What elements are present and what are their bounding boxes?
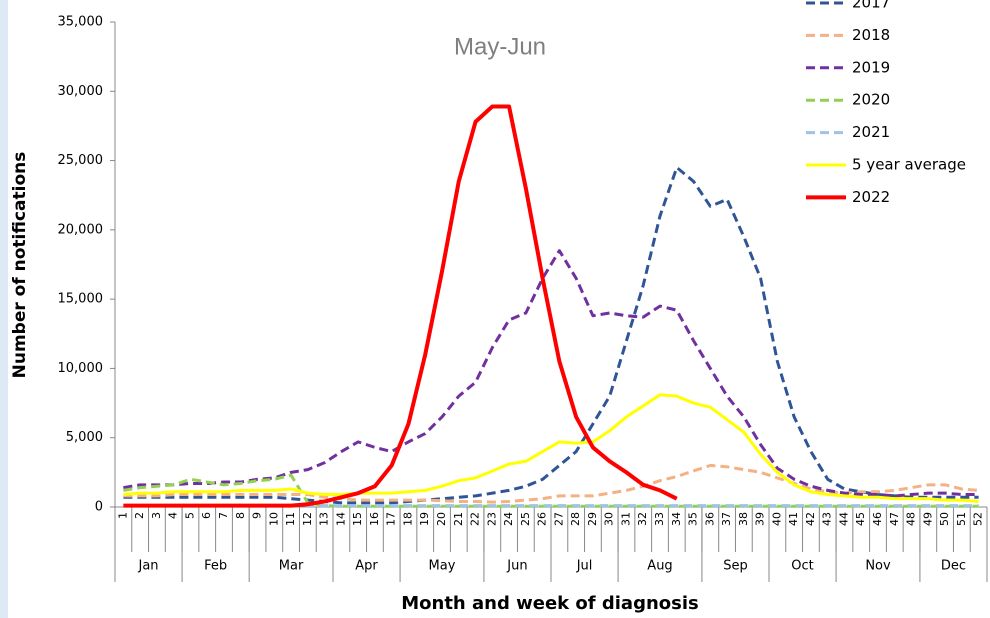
x-tick-label: 35 <box>687 512 700 526</box>
y-tick-label: 15,000 <box>58 292 104 307</box>
x-tick-label: 7 <box>217 512 230 519</box>
x-tick-label: 16 <box>368 512 381 526</box>
month-label: Jul <box>576 559 593 574</box>
x-tick-label: 15 <box>351 512 364 526</box>
x-tick-label: 42 <box>804 512 817 526</box>
x-tick-label: 34 <box>670 512 683 526</box>
x-tick-label: 13 <box>318 512 331 526</box>
x-tick-label: 48 <box>905 512 918 526</box>
month-label: Aug <box>647 559 672 574</box>
x-tick-label: 41 <box>787 512 800 526</box>
x-axis-title: Month and week of diagnosis <box>401 593 699 614</box>
series-line <box>123 249 979 498</box>
y-tick-label: 30,000 <box>58 84 104 99</box>
series-line <box>123 166 979 505</box>
x-tick-label: 27 <box>552 512 565 526</box>
legend-label: 5 year average <box>852 156 966 174</box>
legend-label: 2021 <box>852 123 890 141</box>
x-tick-label: 12 <box>301 512 314 526</box>
x-tick-label: 18 <box>401 512 414 526</box>
x-tick-label: 26 <box>536 512 549 526</box>
x-tick-label: 49 <box>921 512 934 526</box>
y-tick-label: 25,000 <box>58 153 104 168</box>
x-tick-label: 2 <box>133 512 146 519</box>
month-label: Oct <box>791 559 813 574</box>
y-tick-label: 10,000 <box>58 361 104 376</box>
x-tick-label: 36 <box>703 512 716 526</box>
x-tick-label: 5 <box>183 512 196 519</box>
month-label: Jan <box>138 559 159 574</box>
x-tick-label: 14 <box>334 512 347 526</box>
x-tick-label: 44 <box>837 512 850 526</box>
month-label: Mar <box>279 559 304 574</box>
x-tick-label: 40 <box>770 512 783 526</box>
side-strip <box>0 0 8 618</box>
y-tick-label: 0 <box>95 500 103 515</box>
x-tick-label: 51 <box>955 512 968 526</box>
x-tick-label: 29 <box>586 512 599 526</box>
x-tick-label: 46 <box>871 512 884 526</box>
x-tick-label: 25 <box>519 512 532 526</box>
legend-label: 2018 <box>852 26 890 44</box>
x-tick-label: 1 <box>116 512 129 519</box>
x-tick-label: 37 <box>720 512 733 526</box>
series-line <box>123 463 979 504</box>
x-tick-label: 50 <box>938 512 951 526</box>
y-tick-label: 20,000 <box>58 222 104 237</box>
month-label: Nov <box>865 559 891 574</box>
x-tick-label: 30 <box>603 512 616 526</box>
x-tick-label: 19 <box>418 512 431 526</box>
month-label: Jun <box>506 559 527 574</box>
x-tick-label: 3 <box>150 512 163 519</box>
x-tick-label: 52 <box>972 512 985 526</box>
month-label: May <box>429 559 456 574</box>
y-tick-label: 35,000 <box>58 15 104 30</box>
x-tick-label: 28 <box>569 512 582 526</box>
x-tick-label: 9 <box>251 512 264 519</box>
y-tick-label: 5,000 <box>66 430 103 445</box>
month-label: Feb <box>204 559 227 574</box>
x-tick-label: 11 <box>284 512 297 526</box>
x-tick-label: 4 <box>167 512 180 519</box>
x-tick-label: 43 <box>821 512 834 526</box>
x-tick-label: 22 <box>469 512 482 526</box>
x-tick-label: 32 <box>636 512 649 526</box>
x-tick-label: 10 <box>267 512 280 526</box>
x-tick-label: 47 <box>888 512 901 526</box>
legend-label: 2020 <box>852 91 890 109</box>
x-tick-label: 23 <box>485 512 498 526</box>
x-tick-label: 21 <box>452 512 465 526</box>
series-line <box>123 473 979 508</box>
legend-label: 2017 <box>852 0 890 12</box>
x-tick-label: 6 <box>200 512 213 519</box>
x-tick-label: 20 <box>435 512 448 526</box>
month-label: Dec <box>941 559 966 574</box>
x-tick-label: 38 <box>737 512 750 526</box>
legend-label: 2022 <box>852 188 890 206</box>
series-line <box>123 393 979 503</box>
x-tick-label: 45 <box>854 512 867 526</box>
x-tick-label: 31 <box>619 512 632 526</box>
x-tick-label: 8 <box>234 512 247 519</box>
x-tick-label: 39 <box>754 512 767 526</box>
month-label: Apr <box>355 559 378 574</box>
y-axis-title: Number of notifications <box>10 152 30 379</box>
x-tick-label: 17 <box>385 512 398 526</box>
legend-label: 2019 <box>852 58 890 76</box>
annotation: May-Jun <box>454 33 546 60</box>
month-label: Sep <box>723 559 748 574</box>
x-tick-label: 33 <box>653 512 666 526</box>
x-tick-label: 24 <box>502 512 515 526</box>
series-line <box>123 104 678 508</box>
